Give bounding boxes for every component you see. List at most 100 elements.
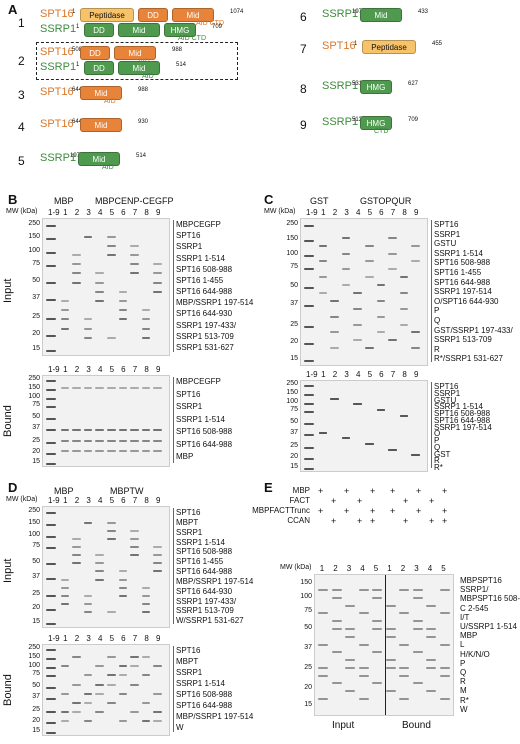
ladder-band bbox=[46, 334, 56, 337]
residue-end: 433 bbox=[418, 9, 429, 15]
sample-band bbox=[412, 628, 423, 630]
label-leader bbox=[431, 220, 432, 362]
domain-hmg: HMG bbox=[164, 23, 196, 37]
lane-number: 2 bbox=[333, 564, 338, 573]
sample-band bbox=[330, 315, 339, 318]
band-label-b-input: SPT16 1-455 bbox=[176, 275, 224, 285]
sample-band bbox=[60, 602, 70, 605]
sample-band bbox=[83, 450, 93, 453]
lane-number: 5 bbox=[367, 370, 373, 379]
condition-mark: + bbox=[370, 506, 376, 516]
construct-number: 5 bbox=[18, 154, 25, 168]
sample-band bbox=[341, 268, 351, 271]
mw-marker: 75 bbox=[32, 401, 40, 409]
lane-number: 8 bbox=[402, 208, 407, 217]
mw-marker: 20 bbox=[290, 338, 298, 346]
construct-number: 6 bbox=[300, 10, 307, 24]
sample-band bbox=[60, 387, 70, 390]
sample-band bbox=[376, 331, 386, 334]
condition-mark: + bbox=[390, 486, 396, 496]
residue-start: 197 bbox=[70, 153, 81, 159]
sample-band bbox=[141, 450, 151, 453]
sample-band bbox=[130, 272, 139, 275]
sample-band bbox=[385, 690, 396, 693]
sample-band bbox=[365, 442, 374, 445]
sample-band bbox=[118, 387, 128, 390]
gel-image bbox=[314, 574, 454, 716]
sample-band bbox=[345, 666, 355, 669]
sample-band bbox=[60, 711, 70, 714]
sample-band bbox=[411, 454, 420, 457]
condition-mark: + bbox=[318, 506, 324, 516]
ladder-band bbox=[46, 511, 56, 514]
sample-band bbox=[345, 635, 355, 638]
sample-band bbox=[83, 387, 93, 390]
sample-band bbox=[411, 347, 420, 350]
residue-start: 1 bbox=[76, 62, 80, 68]
sample-band bbox=[95, 272, 104, 275]
mw-marker: 100 bbox=[28, 247, 40, 255]
condition-row-label: CCAN bbox=[287, 516, 310, 525]
mw-marker: 75 bbox=[32, 542, 40, 550]
sample-band bbox=[60, 309, 70, 312]
sample-band bbox=[153, 665, 162, 668]
sample-band bbox=[83, 602, 93, 605]
ladder-band bbox=[304, 393, 314, 396]
domain-mid: Mid bbox=[172, 8, 214, 22]
domain-mid: Mid bbox=[78, 152, 120, 166]
ladder-band bbox=[304, 447, 314, 450]
mw-marker: 75 bbox=[290, 406, 298, 414]
lane-number: 1 bbox=[63, 634, 68, 643]
sample-band bbox=[439, 674, 450, 677]
sample-band bbox=[318, 666, 328, 669]
sample-band bbox=[330, 347, 339, 350]
sample-band bbox=[358, 674, 369, 677]
lane-number: 1 bbox=[63, 208, 68, 217]
sample-band bbox=[141, 674, 151, 677]
domain-dd: DD bbox=[138, 8, 168, 22]
sample-band bbox=[345, 628, 355, 630]
lane-number: 8 bbox=[144, 496, 149, 505]
ladder-band bbox=[46, 577, 56, 580]
ladder-band bbox=[304, 287, 314, 290]
residue-end: 514 bbox=[136, 153, 147, 159]
lane-number: 8 bbox=[402, 370, 407, 379]
sample-band bbox=[107, 529, 116, 532]
residue-end: 930 bbox=[138, 119, 149, 125]
sample-band bbox=[399, 307, 409, 310]
sample-band bbox=[72, 387, 81, 390]
gel-image bbox=[300, 380, 428, 472]
sample-band bbox=[72, 554, 81, 557]
sample-band bbox=[399, 323, 409, 326]
sample-band bbox=[107, 387, 116, 390]
sample-band bbox=[388, 339, 397, 342]
sample-band bbox=[341, 437, 351, 440]
band-label-e: MBPSPT16 bbox=[460, 576, 502, 585]
sample-band bbox=[376, 315, 386, 318]
band-label-b-bound: SSRP1 bbox=[176, 402, 203, 412]
band-label-b-bound: SPT16 644-988 bbox=[176, 439, 233, 449]
protein-name-ssrp1: SSRP1 bbox=[40, 61, 77, 73]
condition-mark: + bbox=[429, 496, 435, 506]
sample-band bbox=[365, 276, 374, 279]
lane-number: 4 bbox=[97, 365, 103, 374]
band-label-c-input: SSRP1 1-514 bbox=[434, 248, 483, 258]
ladder-band bbox=[46, 675, 56, 678]
lane-number: 5 bbox=[373, 564, 379, 573]
mw-marker: 150 bbox=[286, 388, 298, 396]
mw-marker: 37 bbox=[290, 429, 298, 437]
lane-number: 6 bbox=[379, 370, 384, 379]
condition-mark: + bbox=[370, 516, 376, 526]
lane-number: 1 bbox=[321, 370, 326, 379]
band-label-c-input: R*/SSRP1 531-627 bbox=[434, 354, 503, 364]
sample-band bbox=[95, 281, 104, 284]
sample-band bbox=[399, 666, 409, 669]
sample-band bbox=[345, 690, 355, 693]
sample-band bbox=[439, 589, 450, 592]
domain-peptidase: Peptidase bbox=[80, 8, 134, 22]
gel-c-header-2: GSTOPQUR bbox=[360, 196, 412, 206]
domain-sublabel: AID CTD bbox=[178, 35, 206, 42]
band-label-d-input: SPT16 bbox=[176, 508, 201, 517]
band-label-d-bound: SSRP1 bbox=[176, 668, 203, 677]
band-label-c-bound: SPT16 bbox=[434, 382, 459, 391]
